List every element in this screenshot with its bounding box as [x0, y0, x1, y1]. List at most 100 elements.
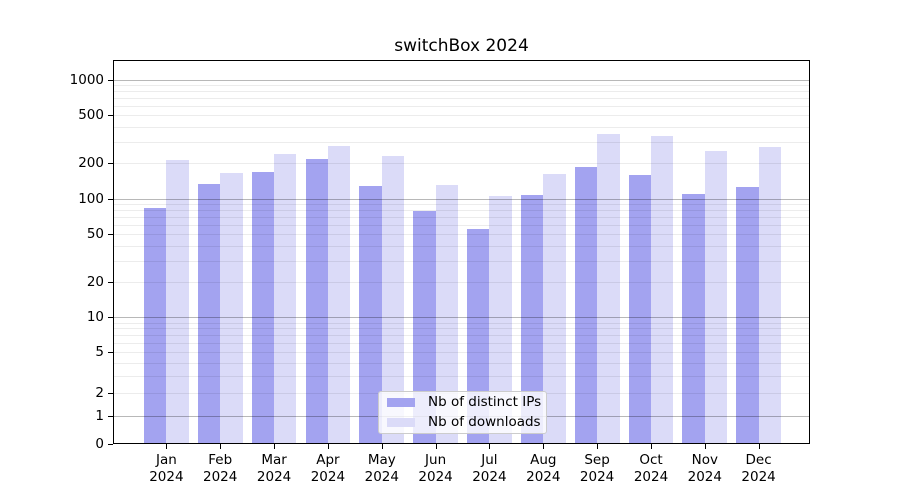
bar-distinct-ips [736, 187, 759, 444]
x-tick-label-month: Nov [691, 452, 718, 468]
x-tick-mark [489, 444, 491, 449]
gridline-minor [113, 234, 810, 236]
y-tick-label: 50 [86, 226, 104, 243]
bar-downloads [758, 146, 782, 444]
x-tick-label-month: Feb [208, 452, 233, 468]
y-tick-label: 20 [86, 273, 104, 290]
gridline-minor [113, 91, 810, 92]
bar-downloads [220, 172, 243, 444]
x-tick-label-month: Aug [530, 452, 557, 468]
x-tick-label-month: May [367, 452, 396, 468]
y-tick-mark [108, 351, 113, 353]
x-tick-label-month: Jan [155, 452, 177, 468]
bar-distinct-ips [520, 194, 544, 444]
bar-downloads [435, 184, 458, 444]
legend-item-distinct-ips: Nb of distinct IPs [379, 394, 546, 411]
y-tick-mark [108, 198, 113, 200]
x-tick-label-year: 2024 [418, 469, 453, 485]
x-tick-mark [274, 444, 276, 449]
gridline-minor [113, 162, 810, 164]
bar-distinct-ips [682, 194, 705, 444]
x-tick-label-month: Oct [639, 452, 663, 468]
x-tick-label: Apr 2024 [298, 452, 358, 486]
bar-distinct-ips [359, 186, 382, 444]
y-tick-mark [108, 317, 113, 319]
x-tick-label-year: 2024 [687, 469, 722, 485]
gridline-minor [113, 141, 810, 143]
legend-label-downloads: Nb of downloads [428, 414, 541, 430]
gridline-minor [113, 362, 810, 364]
bar-distinct-ips [251, 172, 275, 444]
gridline-minor [113, 216, 810, 218]
y-tick-label: 10 [86, 309, 104, 326]
y-tick-mark [108, 281, 113, 283]
bar-downloads [381, 155, 405, 444]
legend-swatch-distinct-ips-icon [387, 398, 415, 407]
x-tick-label: Feb 2024 [190, 452, 250, 486]
gridline-minor [113, 281, 810, 283]
bar-distinct-ips [197, 184, 221, 444]
x-tick-mark [543, 444, 545, 449]
bar-downloads [597, 134, 620, 444]
x-tick-mark [597, 444, 599, 449]
gridline-minor [113, 115, 810, 117]
gridline-minor [113, 126, 810, 128]
x-tick-label-year: 2024 [310, 469, 346, 485]
legend-swatch-downloads-icon [387, 418, 415, 427]
gridline-minor [113, 85, 810, 86]
bar-downloads [274, 153, 297, 444]
gridline-minor [113, 328, 810, 330]
bar-distinct-ips [413, 210, 436, 444]
x-tick-label-year: 2024 [526, 469, 561, 485]
x-tick-mark [435, 444, 437, 449]
x-tick-mark [381, 444, 383, 449]
y-tick-mark [108, 393, 113, 394]
bar-downloads [650, 136, 674, 444]
x-tick-label-year: 2024 [633, 469, 669, 485]
gridline-major [113, 198, 810, 200]
x-tick-label-month: Dec [745, 452, 772, 468]
gridline-minor [113, 224, 810, 226]
y-tick-mark [108, 415, 113, 417]
gridline-minor [113, 335, 810, 337]
y-tick-mark [108, 444, 113, 445]
plot-area [113, 60, 810, 444]
x-tick-label: Sep 2024 [567, 452, 627, 486]
gridline-minor [113, 210, 810, 211]
y-tick-label: 0 [95, 436, 104, 452]
x-tick-label: Dec 2024 [729, 452, 789, 486]
x-tick-label-year: 2024 [364, 469, 399, 485]
x-tick-label-month: Sep [584, 452, 610, 468]
legend: Nb of distinct IPs Nb of downloads [378, 391, 547, 434]
y-tick-label: 500 [78, 107, 104, 124]
x-tick-label-month: Apr [316, 452, 340, 468]
x-tick-label-year: 2024 [741, 469, 776, 485]
x-tick-label-year: 2024 [203, 469, 238, 485]
y-tick-label: 5 [95, 343, 104, 360]
x-tick-label-year: 2024 [472, 469, 507, 485]
x-tick-mark [327, 444, 329, 449]
y-tick-label: 100 [78, 190, 104, 207]
bar-downloads [327, 146, 351, 444]
x-tick-label-month: Jul [481, 452, 498, 468]
gridline-minor [113, 105, 810, 107]
gridline-minor [113, 375, 810, 377]
bar-distinct-ips [574, 166, 598, 444]
gridline-minor [113, 342, 810, 344]
x-tick-label-year: 2024 [149, 469, 184, 485]
y-tick-mark [108, 115, 113, 117]
bar-downloads [166, 160, 189, 444]
x-tick-label: May 2024 [352, 452, 412, 486]
y-tick-mark [108, 162, 113, 164]
x-tick-label: Mar 2024 [244, 452, 304, 486]
grid-layer [113, 60, 810, 444]
bar-distinct-ips [144, 207, 167, 444]
x-tick-label: Nov 2024 [675, 452, 735, 486]
gridline-minor [113, 351, 810, 353]
x-tick-mark [704, 444, 706, 449]
y-tick-label: 2 [95, 385, 104, 401]
x-tick-label: Oct 2024 [621, 452, 681, 486]
y-tick-label: 200 [78, 154, 104, 171]
y-tick-mark [108, 234, 113, 236]
bar-downloads [543, 173, 566, 444]
